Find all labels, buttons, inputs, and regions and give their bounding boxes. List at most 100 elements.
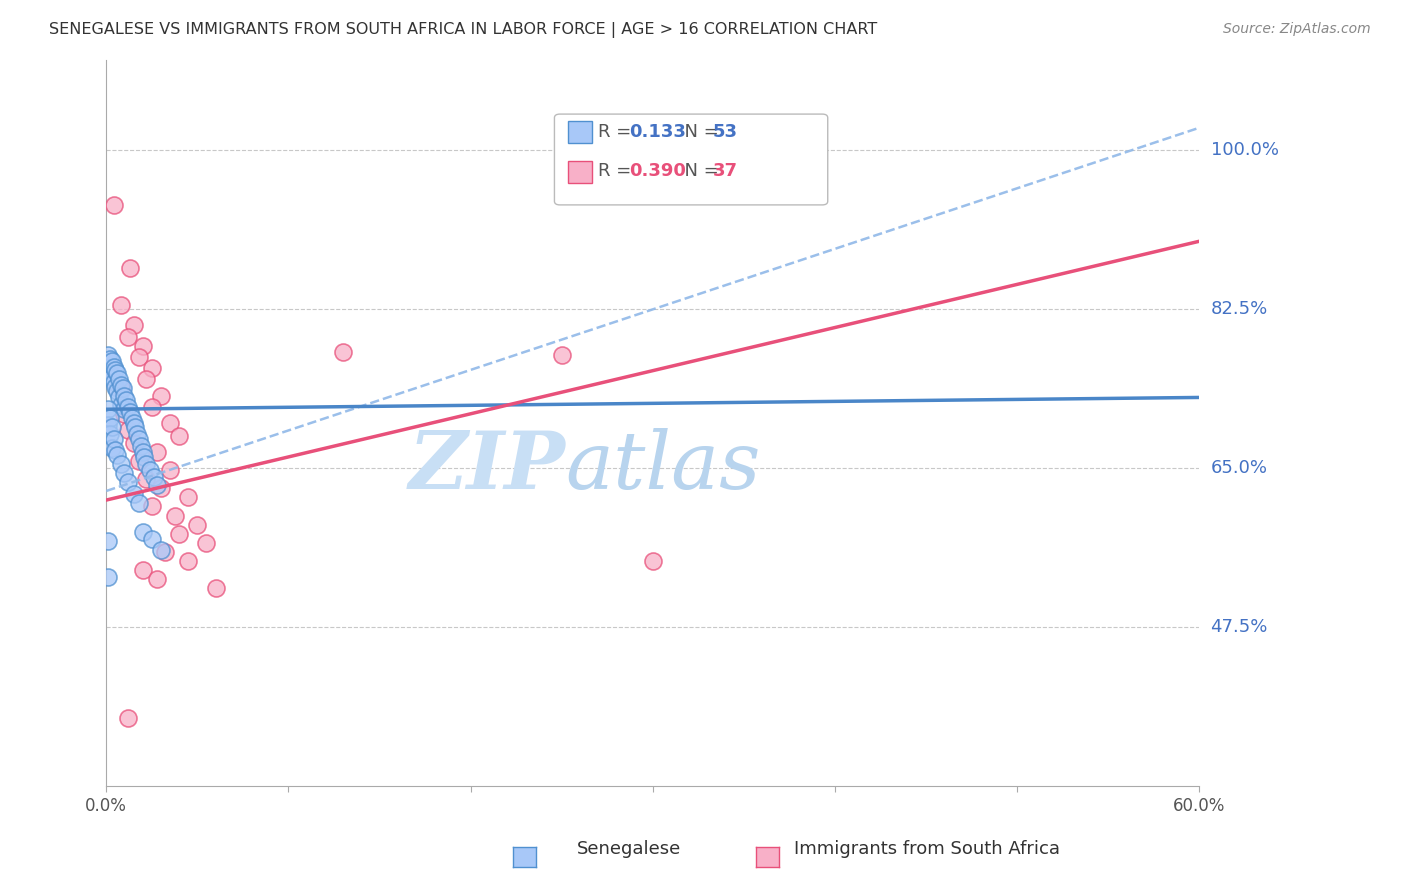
Text: atlas: atlas [565,428,761,505]
FancyBboxPatch shape [568,161,592,183]
Point [146,445,169,459]
Point [141,532,163,546]
Point [111,381,134,395]
Point [134,450,156,465]
Point [128,350,150,364]
Point [100,354,122,368]
Point [98,352,121,367]
Text: 47.5%: 47.5% [1211,618,1268,636]
Text: SENEGALESE VS IMMIGRANTS FROM SOUTH AFRICA IN LABOR FORCE | AGE > 16 CORRELATION: SENEGALESE VS IMMIGRANTS FROM SOUTH AFRI… [49,22,877,38]
Text: 82.5%: 82.5% [1211,301,1268,318]
Point [122,416,145,430]
Text: 0.133: 0.133 [628,122,686,141]
Point [146,477,169,491]
Text: 65.0%: 65.0% [1211,459,1268,477]
Text: Senegalese: Senegalese [576,840,681,858]
Point [128,454,150,468]
Point [135,372,157,386]
Point [195,535,218,549]
Point [108,391,131,405]
Point [117,329,139,343]
Point [114,402,136,417]
Point [131,339,153,353]
Point [551,348,574,362]
Point [141,400,163,414]
Point [127,426,149,441]
Point [104,443,127,458]
Point [167,429,190,443]
Point [117,475,139,489]
Point [149,389,172,403]
Point [122,318,145,332]
Point [117,423,139,437]
Point [100,370,122,384]
Point [103,359,125,374]
Text: Immigrants from South Africa: Immigrants from South Africa [794,840,1060,858]
Point [141,500,163,514]
Text: N =: N = [672,122,724,141]
Text: 53: 53 [713,122,738,141]
Text: ZIP: ZIP [409,428,565,505]
Point [97,402,120,417]
Point [146,572,169,586]
Point [159,416,181,430]
Point [103,198,125,212]
Point [110,457,132,471]
Point [641,554,664,568]
Text: N =: N = [672,162,724,180]
Point [98,426,121,441]
Point [97,417,120,432]
FancyBboxPatch shape [554,114,828,205]
Point [149,481,172,495]
Point [122,435,145,450]
Point [115,393,138,408]
Point [114,466,136,480]
Point [159,463,181,477]
Point [149,543,172,558]
Point [105,366,128,380]
Point [110,377,132,392]
Point [103,432,125,446]
Point [118,405,141,419]
Point [135,457,157,471]
Point [98,366,121,380]
Point [104,363,127,377]
Point [204,581,226,595]
Point [121,411,143,425]
Point [104,379,127,393]
Point [114,389,136,403]
Point [128,432,150,446]
Point [100,442,122,456]
Point [103,375,125,389]
Text: 100.0%: 100.0% [1211,142,1278,160]
Point [129,439,152,453]
Point [100,420,122,434]
Text: 37: 37 [713,162,738,180]
Text: R =: R = [598,122,637,141]
Point [177,554,200,568]
Point [186,517,208,532]
Point [177,491,200,505]
Point [332,345,354,359]
Point [141,361,163,376]
Point [97,533,120,548]
Point [110,381,132,395]
Text: R =: R = [598,162,637,180]
Point [110,398,132,412]
Point [122,486,145,500]
Point [108,372,131,386]
Point [124,420,146,434]
Point [97,348,120,362]
Point [118,261,141,276]
Text: Source: ZipAtlas.com: Source: ZipAtlas.com [1223,22,1371,37]
Point [139,463,162,477]
Point [114,407,136,421]
Point [131,524,153,539]
Point [128,496,150,510]
Point [131,445,153,459]
Text: 0.390: 0.390 [628,162,686,180]
Point [97,570,120,584]
Point [142,470,165,484]
Point [135,472,157,486]
Point [131,563,153,577]
